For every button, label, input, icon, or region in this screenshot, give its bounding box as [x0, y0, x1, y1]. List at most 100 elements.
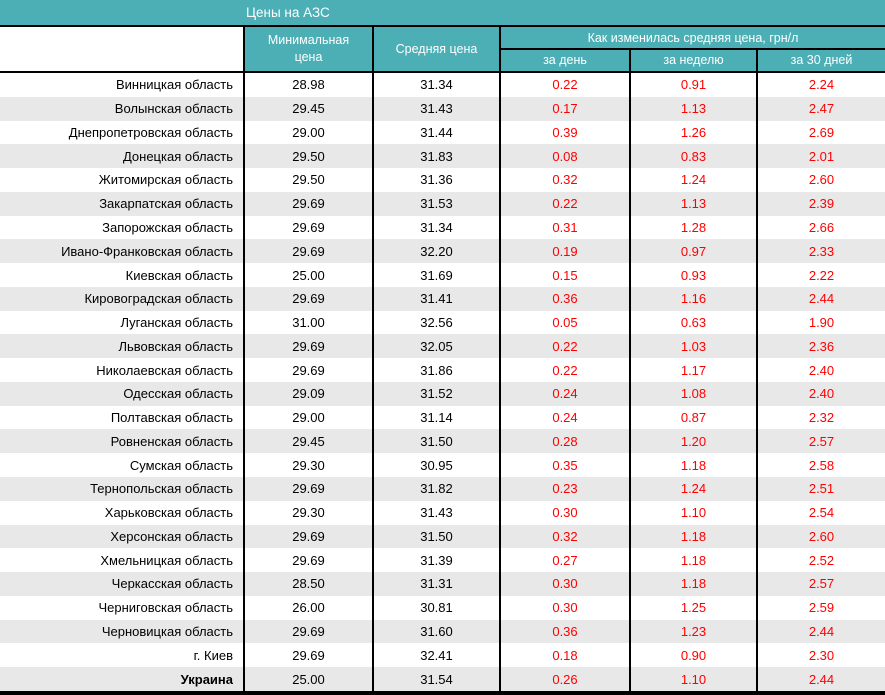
avg-price-cell: 31.82 [372, 477, 499, 501]
min-price-cell: 29.09 [243, 381, 372, 406]
table-row: Киевская область 25.00 31.69 0.15 0.93 2… [0, 263, 885, 287]
change-month-cell: 2.40 [756, 381, 885, 406]
change-week-cell: 1.28 [629, 215, 756, 240]
change-month-cell: 2.59 [756, 595, 885, 620]
change-month-cell: 2.36 [756, 334, 885, 359]
table-row: Полтавская область 29.00 31.14 0.24 0.87… [0, 405, 885, 430]
min-price-cell: 25.00 [243, 263, 372, 287]
table-bottom-border [0, 691, 885, 695]
title-bar: Цены на АЗС [0, 0, 885, 27]
change-month-cell: 2.40 [756, 358, 885, 382]
change-week-cell: 1.24 [629, 168, 756, 192]
change-week-cell: 0.63 [629, 310, 756, 335]
min-price-cell: 29.00 [243, 405, 372, 430]
min-price-cell: 29.69 [243, 619, 372, 644]
avg-price-cell: 30.81 [372, 595, 499, 620]
table-row: Ровненская область 29.45 31.50 0.28 1.20… [0, 429, 885, 454]
avg-price-cell: 31.44 [372, 120, 499, 145]
column-header-change-week: за неделю [629, 50, 756, 71]
region-cell: Одесская область [123, 386, 233, 402]
region-cell: Киевская область [125, 267, 233, 283]
change-week-cell: 0.91 [629, 73, 756, 97]
change-week-cell: 1.18 [629, 572, 756, 596]
region-cell: Донецкая область [122, 148, 233, 164]
min-price-cell: 29.30 [243, 453, 372, 478]
change-week-cell: 1.26 [629, 120, 756, 145]
table-row: Луганская область 31.00 32.56 0.05 0.63 … [0, 310, 885, 335]
change-week-cell: 1.10 [629, 667, 756, 691]
change-day-cell: 0.22 [499, 358, 629, 382]
avg-price-cell: 31.34 [372, 73, 499, 97]
table-row: Винницкая область 28.98 31.34 0.22 0.91 … [0, 73, 885, 97]
region-cell: Сумская область [129, 457, 233, 473]
change-month-cell: 2.69 [756, 120, 885, 145]
change-month-cell: 2.66 [756, 215, 885, 240]
table-row: Одесская область 29.09 31.52 0.24 1.08 2… [0, 381, 885, 406]
region-cell: Хмельницкая область [100, 552, 233, 568]
table-row: Харьковская область 29.30 31.43 0.30 1.1… [0, 500, 885, 525]
change-week-cell: 1.25 [629, 595, 756, 620]
region-cell: Запорожская область [102, 219, 233, 235]
change-month-cell: 2.58 [756, 453, 885, 478]
min-price-cell: 29.69 [243, 215, 372, 240]
min-price-cell: 29.00 [243, 120, 372, 145]
min-price-cell: 29.45 [243, 96, 372, 121]
change-month-cell: 2.01 [756, 144, 885, 169]
change-day-cell: 0.22 [499, 334, 629, 359]
change-week-cell: 1.18 [629, 548, 756, 573]
change-day-cell: 0.35 [499, 453, 629, 478]
change-subheaders: за день за неделю за 30 дней [501, 50, 885, 71]
change-month-cell: 2.24 [756, 73, 885, 97]
table-row: Волынская область 29.45 31.43 0.17 1.13 … [0, 96, 885, 121]
change-day-cell: 0.17 [499, 96, 629, 121]
change-week-cell: 0.93 [629, 263, 756, 287]
change-week-cell: 1.03 [629, 334, 756, 359]
column-header-change-month: за 30 дней [756, 50, 885, 71]
change-day-cell: 0.30 [499, 595, 629, 620]
region-cell: Винницкая область [116, 77, 233, 93]
region-cell: Черниговская область [98, 600, 233, 616]
change-day-cell: 0.36 [499, 286, 629, 311]
min-price-cell: 29.30 [243, 500, 372, 525]
change-week-cell: 1.13 [629, 96, 756, 121]
change-week-cell: 1.17 [629, 358, 756, 382]
change-day-cell: 0.32 [499, 524, 629, 549]
avg-price-cell: 31.50 [372, 429, 499, 454]
table-row: Сумская область 29.30 30.95 0.35 1.18 2.… [0, 453, 885, 478]
change-week-cell: 0.83 [629, 144, 756, 169]
change-month-cell: 2.39 [756, 191, 885, 216]
change-month-cell: 2.33 [756, 239, 885, 264]
change-day-cell: 0.28 [499, 429, 629, 454]
avg-price-cell: 30.95 [372, 453, 499, 478]
change-day-cell: 0.39 [499, 120, 629, 145]
avg-price-cell: 32.05 [372, 334, 499, 359]
min-price-cell: 29.50 [243, 144, 372, 169]
change-day-cell: 0.36 [499, 619, 629, 644]
region-cell: Закарпатская область [99, 196, 233, 212]
table-row: Николаевская область 29.69 31.86 0.22 1.… [0, 358, 885, 382]
min-price-cell: 29.69 [243, 358, 372, 382]
column-header-change-day: за день [501, 50, 629, 71]
change-day-cell: 0.32 [499, 168, 629, 192]
region-cell: Черкасская область [111, 576, 233, 592]
avg-price-cell: 31.31 [372, 572, 499, 596]
avg-price-cell: 31.53 [372, 191, 499, 216]
change-month-cell: 2.54 [756, 500, 885, 525]
avg-price-cell: 31.60 [372, 619, 499, 644]
avg-price-cell: 31.50 [372, 524, 499, 549]
region-cell: Харьковская область [104, 505, 233, 521]
change-month-cell: 2.30 [756, 643, 885, 668]
change-day-cell: 0.08 [499, 144, 629, 169]
change-week-cell: 1.13 [629, 191, 756, 216]
table-row: Ивано-Франковская область 29.69 32.20 0.… [0, 239, 885, 264]
table-body: Винницкая область 28.98 31.34 0.22 0.91 … [0, 73, 885, 691]
column-header-change-title: Как изменилась средняя цена, грн/л [501, 27, 885, 50]
min-price-cell: 29.69 [243, 286, 372, 311]
table-row: Украина 25.00 31.54 0.26 1.10 2.44 [0, 667, 885, 691]
min-price-cell: 26.00 [243, 595, 372, 620]
change-day-cell: 0.30 [499, 500, 629, 525]
table-row: Кировоградская область 29.69 31.41 0.36 … [0, 286, 885, 311]
avg-price-cell: 31.43 [372, 96, 499, 121]
change-month-cell: 2.60 [756, 524, 885, 549]
